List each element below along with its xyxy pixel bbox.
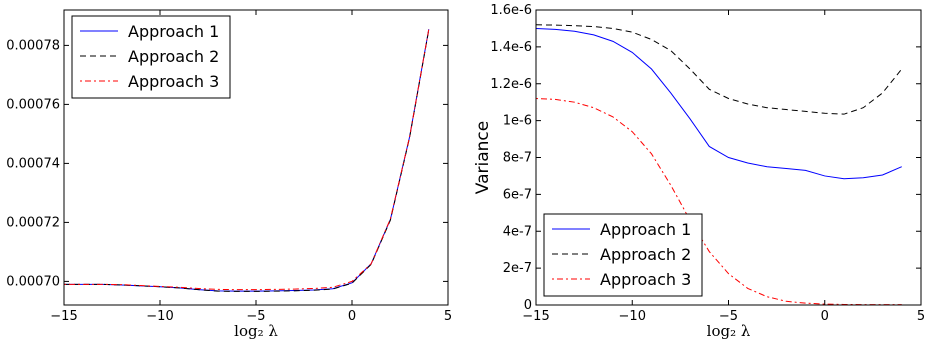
legend-label: Approach 2 [600, 245, 691, 264]
chart-panel-2: −15 −10 −5 0 5 0 2e-7 4e-7 6e-7 8e-7 1e-6 1.2e-6 1.4… [473, 3, 925, 340]
y-tick-label: 0.00074 [6, 156, 60, 171]
x-tick-label: 5 [917, 309, 925, 324]
x-axis-label: log₂ λ [234, 322, 278, 340]
x-tick-label: 0 [821, 309, 829, 324]
legend-label: Approach 2 [128, 47, 219, 66]
x-axis-label: log₂ λ [707, 322, 751, 340]
y-tick-label: 0.00076 [6, 97, 60, 112]
legend-label: Approach 3 [128, 72, 219, 91]
legend: Approach 1 Approach 2 Approach 3 [543, 213, 703, 297]
y-tick-label: 1e-6 [503, 114, 532, 129]
series-line-2 [64, 29, 430, 292]
x-tick-label: −10 [146, 309, 173, 324]
y-tick-label: 1.2e-6 [490, 77, 532, 92]
series-line-2 [536, 24, 903, 115]
legend-label: Approach 3 [600, 270, 691, 289]
x-tick-label: −5 [719, 309, 738, 324]
series-line-3 [64, 29, 430, 291]
legend-label: Approach 1 [128, 22, 219, 41]
y-tick-label: 6e-7 [503, 187, 532, 202]
y-tick-label: 0.00072 [6, 215, 60, 230]
x-tick-label: 5 [444, 309, 452, 324]
y-tick-label: 0.00070 [6, 274, 60, 289]
x-tick-label: −15 [50, 309, 77, 324]
y-tick-label: 2e-7 [503, 261, 532, 276]
x-tick-label: −5 [246, 309, 265, 324]
series-line-3 [536, 98, 902, 305]
legend-label: Approach 1 [600, 220, 691, 239]
x-tick-label: −15 [522, 309, 549, 324]
series-line-1 [536, 27, 902, 180]
legend: Approach 1 Approach 2 Approach 3 [71, 15, 231, 99]
y-tick-label: 1.4e-6 [490, 40, 532, 55]
legend-box [543, 213, 703, 297]
x-tick-label: 0 [348, 309, 356, 324]
chart-panel-1: −15 −10 −5 0 5 0.00070 0.00072 0.00074 0.00076 0.… [6, 9, 452, 340]
y-axis-label: Variance [473, 121, 493, 194]
legend-box [71, 15, 231, 99]
y-tick-label: 4e-7 [503, 224, 532, 239]
y-tick-label: 0.00078 [6, 38, 60, 53]
x-tick-label: −10 [619, 309, 646, 324]
y-tick-label: 0 [524, 298, 532, 313]
y-tick-label: 1.6e-6 [490, 3, 532, 18]
y-tick-label: 8e-7 [503, 151, 532, 166]
